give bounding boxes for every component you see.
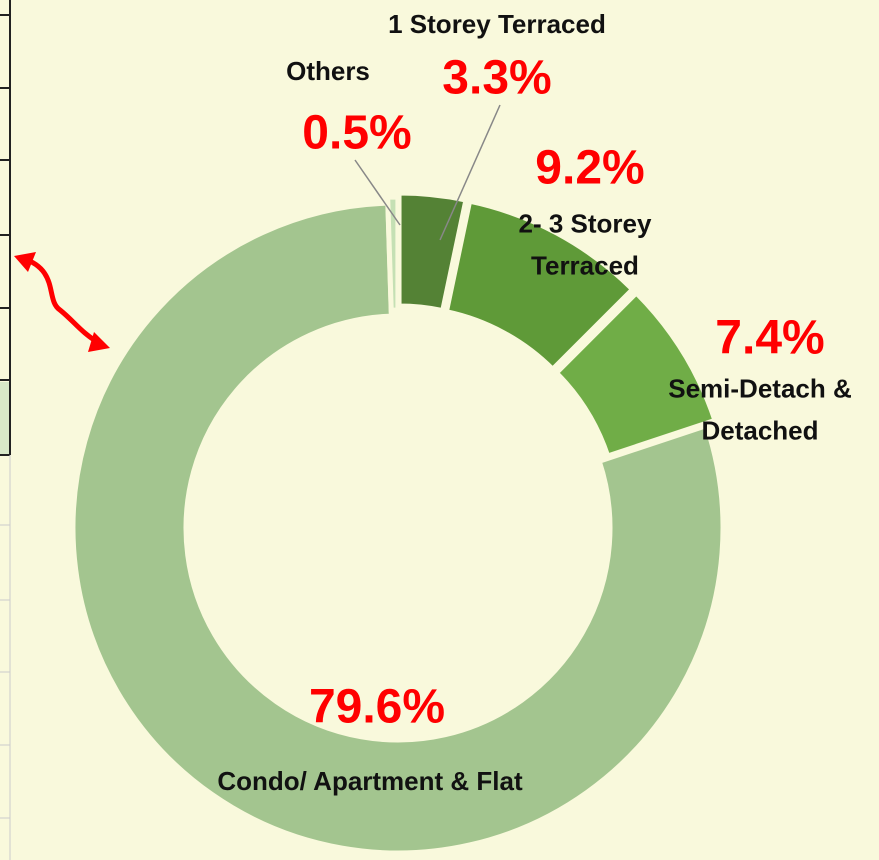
slices (70, 190, 726, 856)
slice (396, 190, 469, 314)
category-label: Semi-Detach & Detached (668, 373, 852, 445)
arrow-head (88, 332, 110, 352)
slice (552, 289, 719, 460)
category-label: Condo/ Apartment & Flat (217, 766, 523, 797)
value-label: 0.5% (302, 106, 412, 160)
category-label: 2- 3 Storey Terraced (518, 208, 652, 280)
value-label: 7.4% (715, 311, 825, 365)
left-cell (0, 382, 9, 454)
leader-line (354, 159, 401, 226)
arrow-head (14, 252, 36, 272)
value-label: 9.2% (535, 141, 645, 195)
leader-line (439, 104, 501, 241)
value-label: 79.6% (308, 680, 446, 734)
left-light-grid (0, 455, 11, 860)
slice (70, 200, 726, 856)
category-label: 1 Storey Terraced (388, 9, 606, 40)
category-label: Others (286, 56, 370, 87)
slice (385, 194, 401, 313)
value-label: 3.3% (442, 51, 552, 105)
double-arrow (21, 255, 104, 348)
slice (443, 198, 637, 373)
left-grid (0, 0, 11, 456)
